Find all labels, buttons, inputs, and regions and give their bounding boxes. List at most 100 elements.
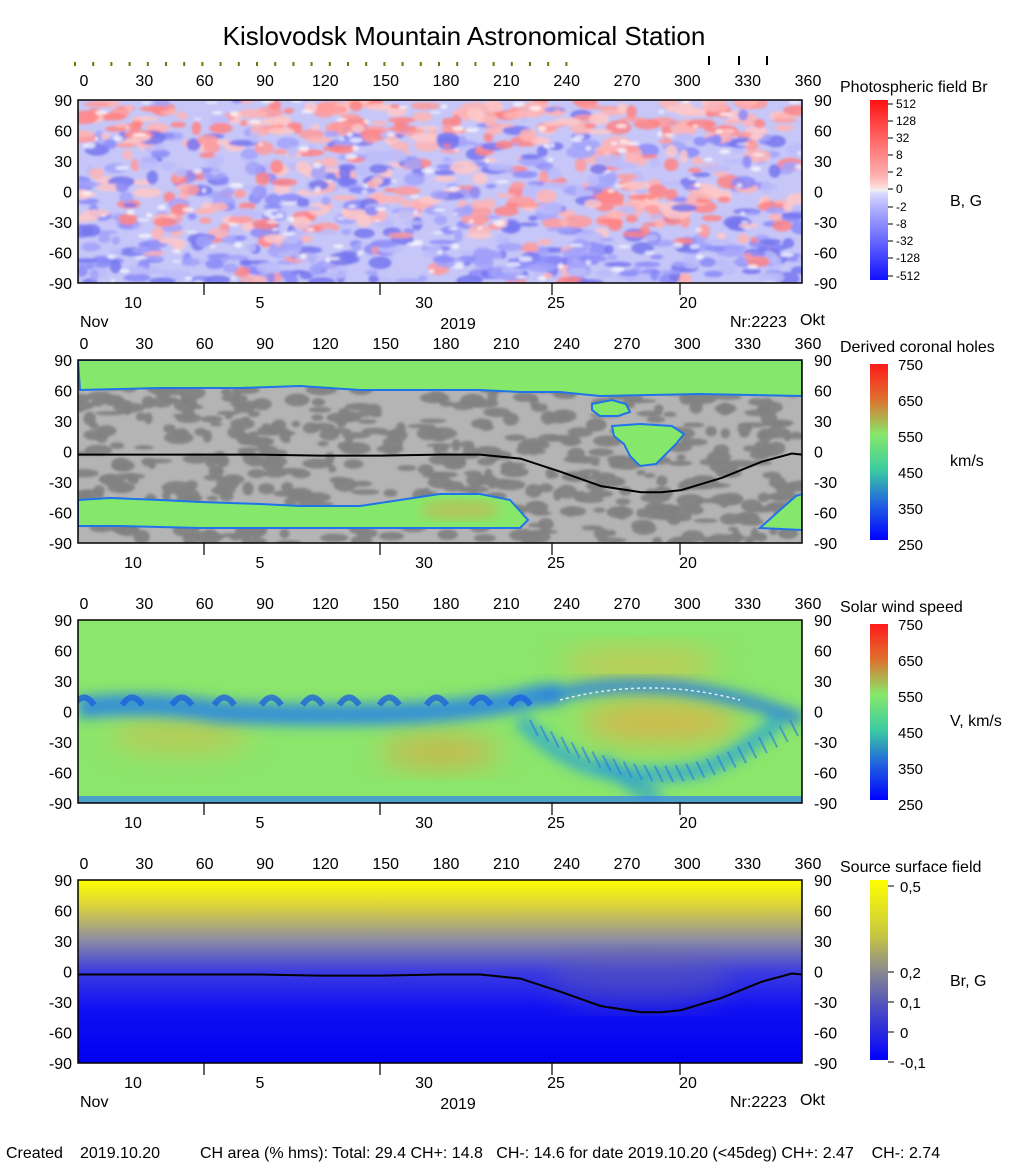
date-tick-label: 10 bbox=[124, 1075, 142, 1092]
latitude-tick-label-right: 60 bbox=[814, 644, 832, 661]
rotation-label: Nr:2223 bbox=[730, 314, 787, 331]
observation-mark bbox=[146, 62, 149, 66]
latitude-tick-label-right: 30 bbox=[814, 674, 832, 691]
colorbar-tick-label: 550 bbox=[898, 689, 923, 706]
latitude-tick-label-left: 30 bbox=[54, 674, 72, 691]
latitude-tick-label-left: -30 bbox=[49, 475, 72, 492]
longitude-tick-label: 240 bbox=[553, 73, 580, 90]
date-tick-label: 20 bbox=[679, 1075, 697, 1092]
month-label-right: Okt bbox=[800, 1092, 825, 1109]
date-tick-label: 30 bbox=[415, 815, 433, 832]
latitude-tick-label-right: 90 bbox=[814, 873, 832, 890]
coronal-hole-north bbox=[78, 360, 802, 398]
longitude-tick-label: 330 bbox=[734, 596, 761, 613]
colorbar-title: Derived coronal holes bbox=[840, 339, 995, 356]
latitude-tick-label-right: 30 bbox=[814, 414, 832, 431]
longitude-tick-label: 0 bbox=[80, 73, 89, 90]
date-tick-label: 30 bbox=[415, 295, 433, 312]
observation-mark bbox=[183, 62, 186, 66]
longitude-tick-label: 270 bbox=[614, 336, 641, 353]
coronal-holes-map bbox=[78, 360, 802, 543]
observation-mark bbox=[92, 62, 95, 66]
colorbar-unit: Br, G bbox=[950, 973, 986, 990]
panel-solar-wind bbox=[77, 619, 803, 804]
colorbar-tick-label: 650 bbox=[898, 653, 923, 670]
longitude-tick-label: 300 bbox=[674, 73, 701, 90]
observation-mark bbox=[529, 62, 531, 66]
colorbar-tick-label: 750 bbox=[898, 357, 923, 374]
observation-mark bbox=[365, 62, 368, 66]
date-tick-label: 25 bbox=[547, 555, 565, 572]
latitude-tick-label-right: -90 bbox=[814, 1056, 837, 1073]
colorbar-photospheric bbox=[870, 100, 888, 280]
longitude-tick-label: 90 bbox=[256, 856, 274, 873]
longitude-tick-label: 360 bbox=[795, 596, 822, 613]
longitude-tick-label: 300 bbox=[674, 336, 701, 353]
panel-photospheric bbox=[77, 99, 803, 284]
observation-mark bbox=[165, 62, 167, 66]
plot-frame bbox=[77, 99, 803, 284]
year-label: 2019 bbox=[440, 1096, 476, 1113]
observation-mark bbox=[547, 62, 550, 66]
longitude-tick-label: 240 bbox=[553, 596, 580, 613]
colorbar-tick-label: -2 bbox=[896, 200, 907, 214]
longitude-tick-label: 30 bbox=[135, 336, 153, 353]
colorbar-tick-label: 0 bbox=[896, 182, 903, 196]
colorbar-tick-label: 550 bbox=[898, 429, 923, 446]
observation-mark bbox=[456, 62, 459, 66]
longitude-tick-label: 360 bbox=[795, 336, 822, 353]
longitude-tick-label: 360 bbox=[795, 856, 822, 873]
latitude-tick-label-left: 60 bbox=[54, 904, 72, 921]
longitude-tick-label: 30 bbox=[135, 73, 153, 90]
colorbar-title: Photospheric field Br bbox=[840, 79, 988, 96]
longitude-tick-label: 60 bbox=[196, 856, 214, 873]
observation-mark bbox=[438, 62, 440, 66]
colorbar-title: Source surface field bbox=[840, 859, 981, 876]
colorbar-tick-label: 2 bbox=[896, 165, 903, 179]
latitude-tick-label-right: -60 bbox=[814, 246, 837, 263]
longitude-tick-label: 330 bbox=[734, 73, 761, 90]
created-date: 2019.10.20 bbox=[80, 1145, 160, 1162]
neutral-line bbox=[78, 452, 802, 494]
observation-mark bbox=[347, 62, 349, 66]
longitude-tick-label: 330 bbox=[734, 856, 761, 873]
month-label-left: Nov bbox=[80, 1094, 108, 1111]
longitude-tick-label: 270 bbox=[614, 73, 641, 90]
date-tick-label: 20 bbox=[679, 815, 697, 832]
colorbar-tick-label: 0,5 bbox=[900, 879, 921, 896]
latitude-tick-label-left: 0 bbox=[63, 445, 72, 462]
longitude-tick-label: 60 bbox=[196, 596, 214, 613]
longitude-tick-label: 270 bbox=[614, 596, 641, 613]
coronal-hole-equatorial bbox=[610, 422, 686, 468]
created-label: Created bbox=[6, 1145, 63, 1162]
longitude-tick-label: 180 bbox=[433, 596, 460, 613]
latitude-tick-label-left: 0 bbox=[63, 965, 72, 982]
latitude-tick-label-left: -90 bbox=[49, 276, 72, 293]
coronal-hole-south bbox=[78, 493, 530, 529]
observation-mark bbox=[419, 62, 422, 66]
colorbar-tick-label: 128 bbox=[896, 114, 916, 128]
colorbar-tick-label: -8 bbox=[896, 217, 907, 231]
colorbar-unit: km/s bbox=[950, 453, 984, 470]
date-tick-label: 25 bbox=[547, 1075, 565, 1092]
latitude-tick-label-right: 0 bbox=[814, 185, 823, 202]
latitude-tick-label-left: 90 bbox=[54, 93, 72, 110]
source-surface-map bbox=[78, 880, 802, 1063]
longitude-tick-label: 90 bbox=[256, 596, 274, 613]
longitude-tick-label: 180 bbox=[433, 856, 460, 873]
plot-frame bbox=[77, 619, 803, 804]
date-tick-label: 20 bbox=[679, 555, 697, 572]
longitude-tick-label: 210 bbox=[493, 336, 520, 353]
latitude-tick-label-left: -30 bbox=[49, 215, 72, 232]
longitude-tick-label: 180 bbox=[433, 73, 460, 90]
plot-frame bbox=[77, 879, 803, 1064]
colorbar-tick-label: -128 bbox=[896, 251, 920, 265]
panel-coronal-holes bbox=[77, 359, 803, 544]
latitude-tick-label-left: 90 bbox=[54, 613, 72, 630]
colorbar-tick-label: 512 bbox=[896, 97, 916, 111]
colorbar-tick-label: 8 bbox=[896, 148, 903, 162]
rotation-label: Nr:2223 bbox=[730, 1094, 787, 1111]
longitude-tick-label: 60 bbox=[196, 336, 214, 353]
latitude-tick-label-left: -90 bbox=[49, 796, 72, 813]
